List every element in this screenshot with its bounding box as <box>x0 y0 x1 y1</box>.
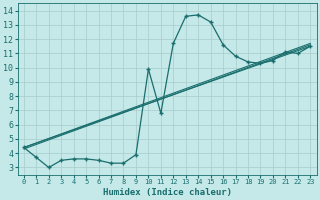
X-axis label: Humidex (Indice chaleur): Humidex (Indice chaleur) <box>103 188 232 197</box>
